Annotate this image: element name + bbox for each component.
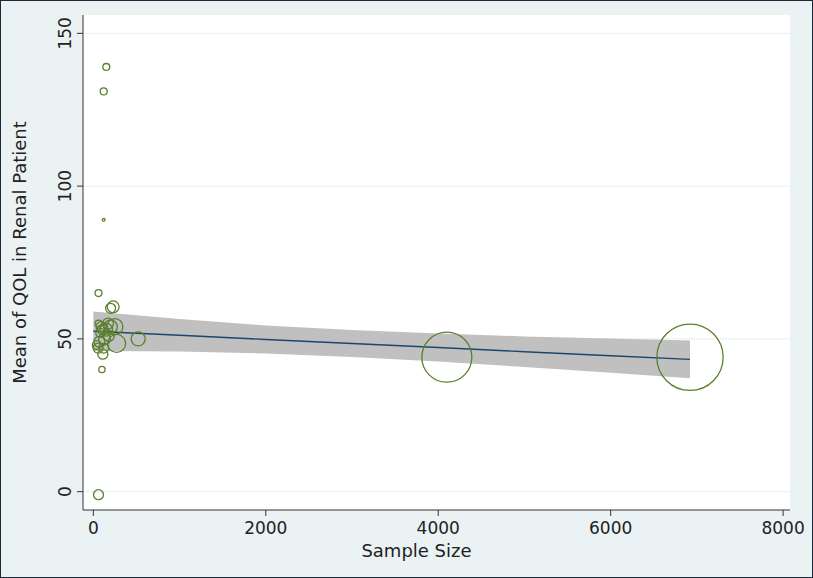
x-axis-label: Sample Size [361,540,471,561]
plot-area [83,15,790,510]
bubble [422,332,472,382]
y-axis-label: Mean of QOL in Renal Patient [9,121,30,384]
bubble [131,332,145,346]
y-tick [77,33,83,34]
background [0,0,813,578]
grid-line [83,491,790,492]
chart: 0 50 100 150 0 2000 4000 6000 8000 Sample Size Mea… [0,0,813,578]
grid-line [83,33,790,34]
x-tick [610,510,611,516]
y-tick [77,186,83,187]
bubble [98,349,108,359]
marks [92,63,723,499]
bubble [103,63,110,70]
x-tick-label: 2000 [244,518,287,538]
x-tick [265,510,266,516]
bubble [95,290,102,297]
bubble [102,218,105,221]
bubble [94,490,104,500]
grid-line [83,186,790,187]
x-tick [438,510,439,516]
y-axis [83,15,84,510]
bubble [108,334,126,352]
bubble [100,88,107,95]
y-tick-label: 0 [55,486,75,497]
y-tick-label: 50 [55,328,75,350]
bubble [107,319,123,335]
y-tick [77,338,83,339]
fit-line [93,331,690,359]
x-tick-label: 8000 [761,518,804,538]
x-tick [93,510,94,516]
y-tick [77,491,83,492]
bubble [107,301,119,313]
confidence-band [93,311,690,378]
bubble [657,324,723,390]
x-tick-label: 6000 [589,518,632,538]
x-axis [83,510,790,511]
x-tick-label: 0 [88,518,99,538]
x-tick-label: 4000 [417,518,460,538]
y-tick-label: 150 [55,17,75,49]
y-tick-label: 100 [55,170,75,202]
bubble [99,366,105,372]
x-tick [783,510,784,516]
